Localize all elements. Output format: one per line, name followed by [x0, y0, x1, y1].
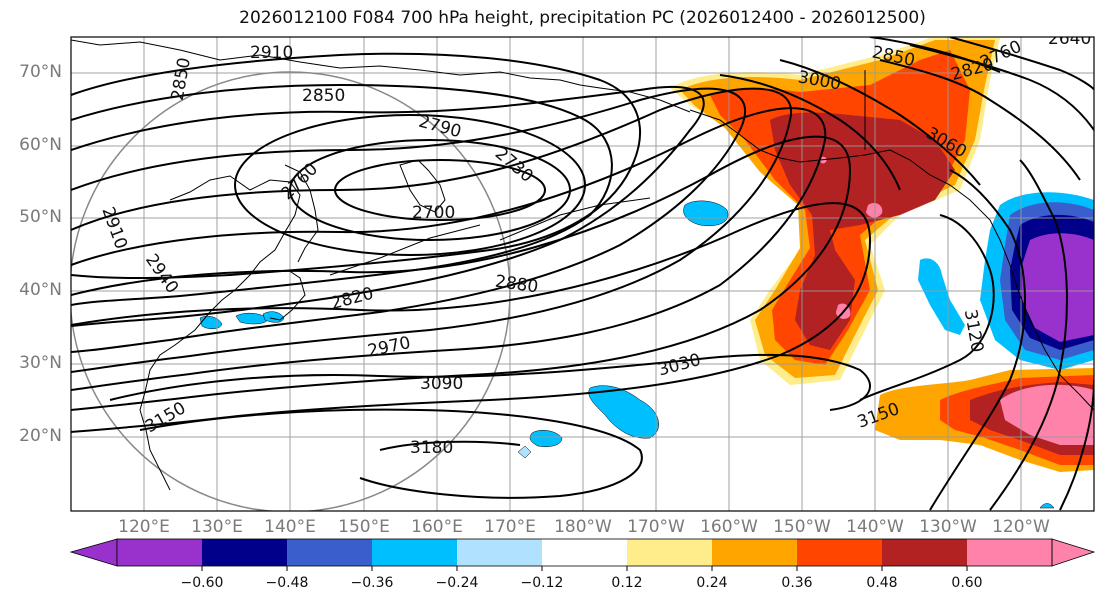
colorbar-segment — [967, 539, 1052, 566]
contour-label: 2700 — [412, 203, 455, 223]
lon-label: 150°W — [773, 517, 831, 537]
height-contours — [71, 37, 1094, 511]
contour-label: 3090 — [420, 374, 463, 394]
colorbar-segment — [372, 539, 457, 566]
colorbar-frame — [116, 538, 1053, 567]
contour-label: 2850 — [302, 86, 345, 106]
colorbar-tick-label: 0.24 — [696, 575, 728, 591]
precip-cyan-blob — [529, 430, 563, 447]
contour-label: 2640 — [1048, 29, 1091, 49]
precip-purple-west-us — [1022, 233, 1094, 342]
precip-cyan-blob — [588, 385, 659, 439]
precip-cyan-blob — [683, 200, 729, 226]
lat-label: 50°N — [19, 207, 62, 227]
colorbar-segment — [712, 539, 797, 566]
lon-label: 170°E — [484, 517, 536, 537]
lon-label: 180°W — [554, 517, 612, 537]
lon-label: 120°W — [992, 517, 1050, 537]
lon-label: 150°E — [338, 517, 390, 537]
colorbar-tick-label: −0.12 — [520, 575, 564, 591]
colorbar-segment — [117, 539, 202, 566]
contour-label: 3180 — [410, 438, 453, 458]
lat-label: 20°N — [19, 426, 62, 446]
colorbar-segment — [627, 539, 712, 566]
range-circle — [71, 71, 511, 511]
coastlines — [71, 39, 1094, 491]
precip-pink-spot — [866, 202, 883, 218]
lat-label: 70°N — [19, 62, 62, 82]
lon-label: 170°W — [627, 517, 685, 537]
colorbar-tick-label: −0.60 — [180, 575, 224, 591]
colorbar-segment — [287, 539, 372, 566]
precip-lightblue-blob — [517, 445, 532, 459]
colorbar — [69, 538, 1096, 571]
lat-label: 40°N — [19, 280, 62, 300]
precip-cyan-west-us-2 — [918, 258, 965, 335]
lat-label: 60°N — [19, 135, 62, 155]
colorbar-extend-high — [1051, 538, 1096, 567]
lon-label: 160°E — [411, 517, 463, 537]
lon-label: 130°W — [919, 517, 977, 537]
colorbar-extend-low — [69, 538, 118, 567]
lat-label: 30°N — [19, 353, 62, 373]
colorbar-tick-label: −0.24 — [435, 575, 479, 591]
colorbar-segment — [457, 539, 542, 566]
lon-label: 120°E — [118, 517, 170, 537]
lon-label: 130°E — [191, 517, 243, 537]
colorbar-tick-label: −0.48 — [265, 575, 309, 591]
map-frame — [70, 36, 1095, 512]
lon-label: 160°W — [700, 517, 758, 537]
colorbar-segment — [202, 539, 287, 566]
lon-label: 140°W — [846, 517, 904, 537]
colorbar-tick-label: 0.36 — [781, 575, 813, 591]
colorbar-segment — [542, 539, 627, 566]
colorbar-segment — [797, 539, 882, 566]
colorbar-segment — [882, 539, 967, 566]
precip-cyan-blob — [1039, 503, 1055, 509]
colorbar-tick-label: 0.48 — [866, 575, 898, 591]
colorbar-tick-label: −0.36 — [350, 575, 394, 591]
contour-label: 2910 — [250, 43, 293, 63]
colorbar-tick-label: 0.60 — [951, 575, 983, 591]
colorbar-tick-label: 0.12 — [611, 575, 643, 591]
lon-label: 140°E — [264, 517, 316, 537]
map-title: 2026012100 F084 700 hPa height, precipit… — [239, 8, 926, 28]
